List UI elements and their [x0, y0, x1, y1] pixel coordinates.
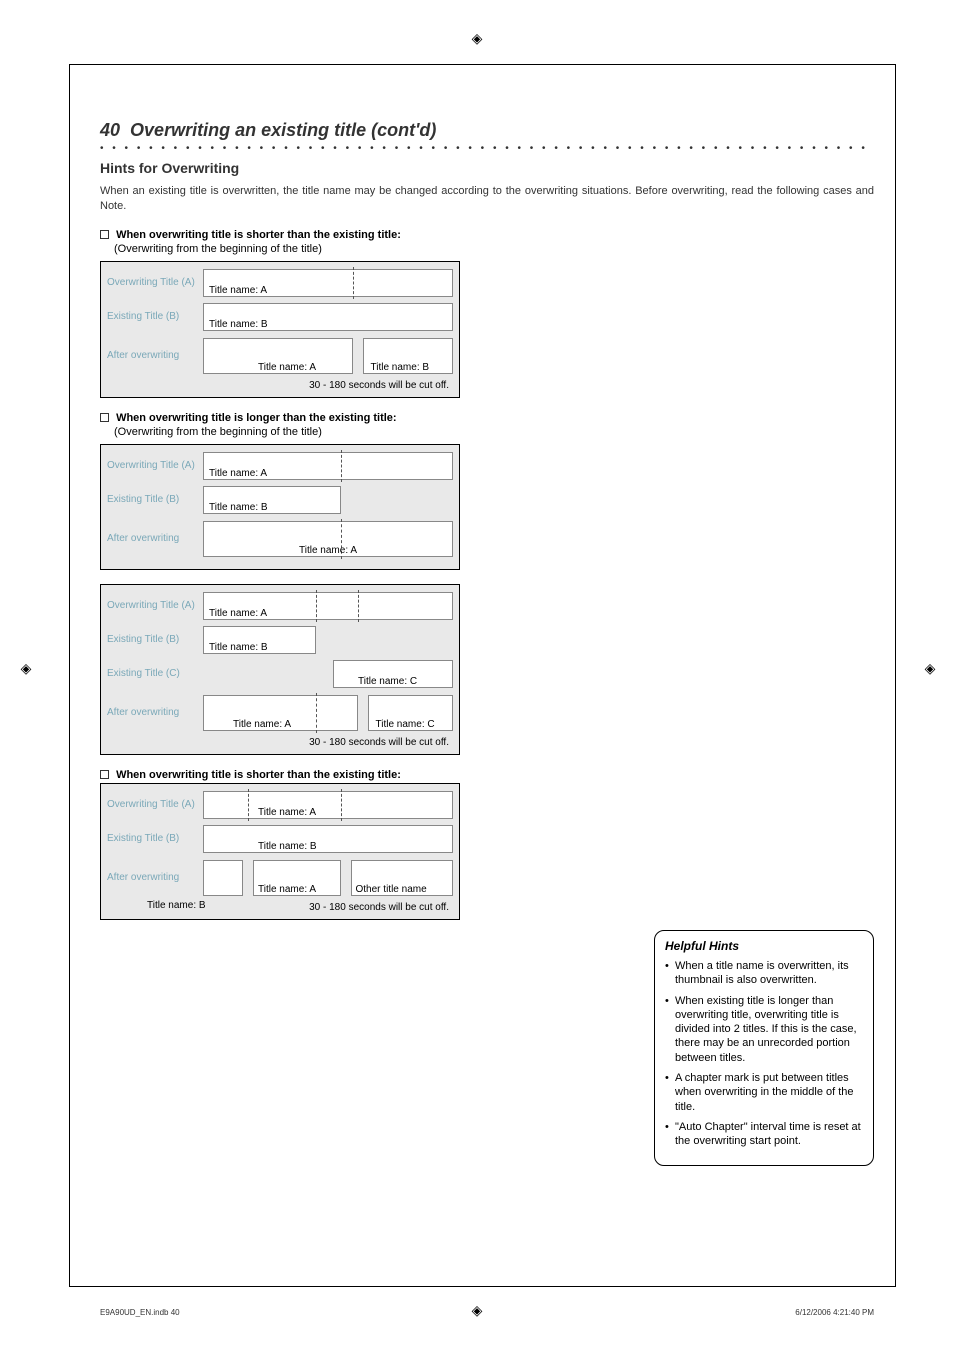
cutoff-note: 30 - 180 seconds will be cut off.: [107, 378, 453, 395]
bar-label: Title name: B: [209, 502, 268, 513]
row-label: Existing Title (C): [107, 668, 203, 679]
case-heading: When overwriting title is shorter than t…: [100, 229, 874, 241]
registration-mark-icon: ◈: [18, 660, 34, 676]
cutoff-note: 30 - 180 seconds will be cut off.: [107, 735, 453, 752]
bar-label: Title name: A: [258, 807, 316, 818]
left-note: Title name: B: [107, 900, 206, 917]
bar-label: Title name: B: [209, 319, 268, 330]
bar-label: Title name: B: [258, 841, 317, 852]
bar-label: Title name: A: [209, 285, 267, 296]
bar-label: Title name: C: [376, 719, 435, 730]
case-heading-text: When overwriting title is shorter than t…: [116, 769, 401, 781]
footer-right: 6/12/2006 4:21:40 PM: [795, 1308, 874, 1317]
row-label: Overwriting Title (A): [107, 600, 203, 611]
section-subtitle: Hints for Overwriting: [100, 160, 874, 176]
hint-item: A chapter mark is put between titles whe…: [665, 1071, 863, 1114]
bar-label: Title name: A: [233, 719, 291, 730]
cutoff-note: 30 - 180 seconds will be cut off.: [206, 900, 453, 917]
case-subtext: (Overwriting from the beginning of the t…: [114, 243, 874, 255]
row-label: Existing Title (B): [107, 833, 203, 844]
bar-label: Title name: A: [299, 545, 357, 556]
hint-item: When a title name is overwritten, its th…: [665, 959, 863, 988]
bar-label: Title name: B: [209, 642, 268, 653]
case-subtext: (Overwriting from the beginning of the t…: [114, 426, 874, 438]
bar-label: Other title name: [356, 884, 427, 895]
hints-title: Helpful Hints: [665, 939, 863, 953]
bar-label: Title name: A: [258, 884, 316, 895]
case-heading: When overwriting title is shorter than t…: [100, 769, 874, 781]
page-number: 40: [100, 120, 120, 140]
helpful-hints-box: Helpful Hints When a title name is overw…: [654, 930, 874, 1166]
case-heading-text: When overwriting title is longer than th…: [116, 412, 397, 424]
row-label: Overwriting Title (A): [107, 277, 203, 288]
diagram-case2: Overwriting Title (A) Title name: A Exis…: [100, 444, 460, 570]
page-title: 40 Overwriting an existing title (cont'd…: [100, 120, 874, 141]
registration-mark-icon: ◈: [922, 660, 938, 676]
diagram-case1: Overwriting Title (A) Title name: A Exis…: [100, 261, 460, 398]
page-heading: Overwriting an existing title (cont'd): [130, 120, 436, 140]
case-heading: When overwriting title is longer than th…: [100, 412, 874, 424]
row-label: Existing Title (B): [107, 494, 203, 505]
row-label: Existing Title (B): [107, 634, 203, 645]
bar-label: Title name: A: [209, 468, 267, 479]
bar-label: Title name: B: [371, 362, 430, 373]
row-label: After overwriting: [107, 533, 203, 544]
row-label: Overwriting Title (A): [107, 799, 203, 810]
row-label: After overwriting: [107, 350, 203, 361]
page-footer: E9A90UD_EN.indb 40 6/12/2006 4:21:40 PM: [100, 1308, 874, 1317]
hint-item: "Auto Chapter" interval time is reset at…: [665, 1120, 863, 1149]
row-label: Existing Title (B): [107, 311, 203, 322]
intro-text: When an existing title is overwritten, t…: [100, 184, 874, 215]
case-heading-text: When overwriting title is shorter than t…: [116, 229, 401, 241]
row-label: After overwriting: [107, 707, 203, 718]
row-label: After overwriting: [107, 872, 203, 883]
bar-label: Title name: A: [258, 362, 316, 373]
diagram-case3: Overwriting Title (A) Title name: A Exis…: [100, 584, 460, 755]
registration-mark-icon: ◈: [469, 30, 485, 46]
checkbox-icon: [100, 413, 109, 422]
row-label: Overwriting Title (A): [107, 460, 203, 471]
dotted-rule: • • • • • • • • • • • • • • • • • • • • …: [100, 143, 870, 154]
checkbox-icon: [100, 770, 109, 779]
checkbox-icon: [100, 230, 109, 239]
bar-label: Title name: A: [209, 608, 267, 619]
diagram-case4: Overwriting Title (A) Title name: A Exis…: [100, 783, 460, 920]
bar-label: Title name: C: [358, 676, 417, 687]
footer-left: E9A90UD_EN.indb 40: [100, 1308, 180, 1317]
hint-item: When existing title is longer than overw…: [665, 994, 863, 1065]
